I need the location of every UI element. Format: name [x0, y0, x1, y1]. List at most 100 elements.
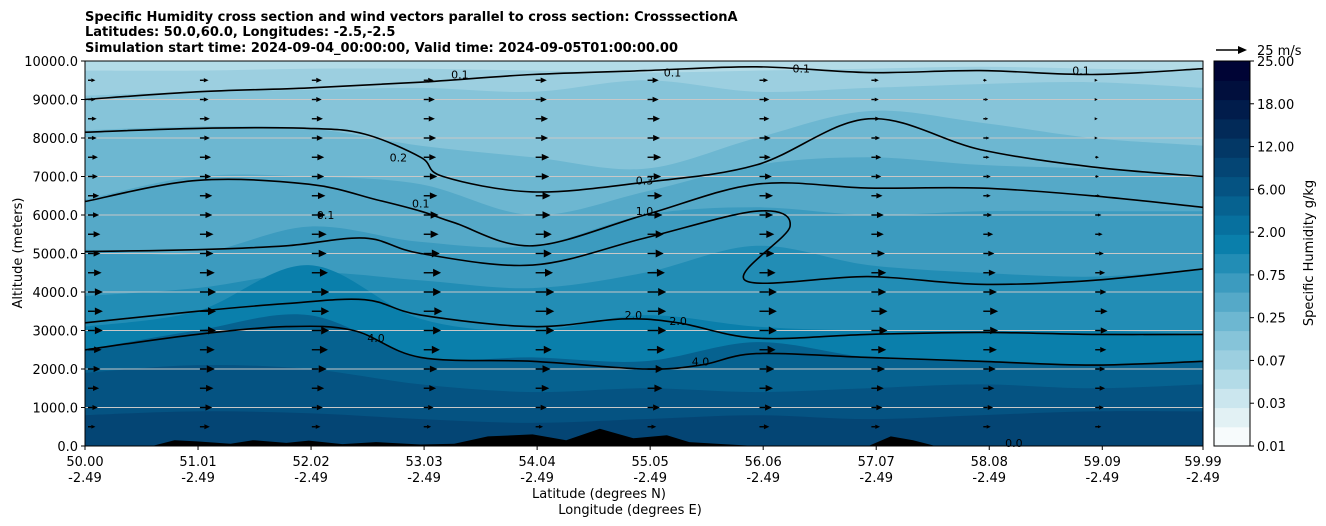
contour-line-5: [85, 325, 1203, 370]
wind-vector: [199, 78, 209, 83]
wind-vector-head: [205, 211, 213, 219]
wind-vector: [199, 404, 213, 411]
wind-vector-head: [654, 211, 663, 219]
wind-vector: [311, 288, 330, 296]
wind-vector: [1095, 366, 1106, 372]
wind-vector: [535, 307, 555, 316]
wind-vector-head: [986, 193, 991, 198]
wind-vector: [759, 116, 770, 122]
wind-vector-head: [879, 307, 888, 316]
wind-vector-head: [428, 77, 434, 83]
wind-vector-head: [94, 346, 102, 354]
wind-vector: [871, 250, 886, 257]
colorbar-swatch: [1214, 176, 1250, 197]
wind-vector: [88, 250, 101, 257]
wind-vector: [423, 365, 438, 373]
wind-vector-head: [92, 405, 98, 410]
wind-vector-head: [1097, 213, 1102, 217]
wind-vector: [1095, 194, 1101, 198]
wind-vector-head: [540, 77, 547, 84]
wind-vector-head: [204, 116, 210, 122]
wind-vector-head: [1094, 98, 1098, 101]
colorbar-tick-label: 6.00: [1257, 183, 1286, 198]
wind-vector: [311, 77, 322, 83]
contour-label-5: 0.1: [412, 197, 430, 210]
wind-vector: [983, 269, 996, 276]
wind-vector-head: [542, 211, 551, 219]
colorbar-tick-label: 18.00: [1257, 98, 1294, 113]
wind-vector-head: [206, 250, 214, 257]
wind-vector: [983, 174, 991, 179]
colorbar-swatch: [1214, 215, 1250, 235]
colorbar: 0.01 0.03 0.07 0.25 0.75 2.00 6.00 12.00 18.00 25…: [1213, 55, 1294, 455]
wind-vector-head: [542, 192, 551, 200]
wind-vector-head: [986, 424, 991, 429]
wind-vector: [1094, 98, 1098, 101]
wind-vector: [983, 346, 997, 354]
wind-vector-head: [317, 192, 326, 200]
terrain: [85, 428, 1203, 446]
wind-vector: [423, 230, 439, 238]
wind-vector: [535, 211, 551, 219]
wind-vector-head: [316, 135, 323, 141]
wind-vector-head: [875, 174, 882, 179]
x-axis-label-line-2: Longitude (degrees E): [558, 503, 702, 518]
wind-vector: [199, 116, 210, 122]
wind-vector-head: [91, 116, 97, 121]
wind-vector: [311, 365, 327, 373]
wind-vector-head: [318, 365, 327, 373]
wind-vector: [647, 230, 664, 239]
contour-label-8: 1.0: [636, 205, 654, 218]
colorbar-tick-label: 0.03: [1257, 397, 1286, 412]
wind-vector-head: [1099, 366, 1106, 372]
wind-vector: [759, 268, 776, 277]
wind-vector: [535, 230, 552, 239]
wind-vector-head: [92, 174, 98, 179]
wind-vector-head: [1095, 155, 1099, 159]
wind-vector: [647, 424, 657, 429]
colorbar-swatch: [1214, 195, 1250, 216]
contour-label-10: 2.0: [625, 309, 643, 322]
colorbar-tick-label: 25.00: [1257, 55, 1294, 70]
wind-vector-head: [985, 98, 989, 101]
wind-vector: [199, 211, 213, 219]
wind-vector-head: [765, 384, 774, 392]
wind-vector-head: [985, 117, 989, 121]
wind-vector: [983, 78, 988, 82]
y-tick-label: 1000.0: [33, 402, 79, 417]
wind-vector: [1094, 117, 1098, 121]
wind-vector: [311, 135, 323, 141]
wind-vector-head: [875, 116, 881, 121]
wind-vector-head: [768, 288, 777, 296]
wind-vector-head: [1094, 136, 1098, 140]
contour-label-0: 0.1: [451, 68, 469, 81]
colorbar-swatch: [1214, 407, 1250, 428]
wind-vector-head: [764, 135, 771, 141]
wind-vector: [1095, 425, 1102, 429]
wind-vector: [423, 307, 443, 316]
colorbar-label: Specific Humidity g/kg: [1302, 180, 1317, 326]
wind-vector: [423, 268, 442, 277]
wind-vector: [759, 365, 775, 373]
wind-vector: [983, 385, 995, 392]
wind-vector: [423, 115, 435, 122]
contour-line-2: [85, 178, 1203, 247]
wind-vector: [1095, 213, 1102, 217]
contour-label-9: 4.0: [367, 332, 385, 345]
colorbar-swatch: [1214, 349, 1250, 370]
y-tick-label: 6000.0: [33, 209, 79, 224]
wind-vector: [871, 404, 883, 411]
wind-vector-head: [319, 268, 328, 277]
wind-vector-head: [431, 345, 440, 354]
wind-vector: [983, 250, 995, 257]
wind-vector: [423, 345, 440, 354]
wind-vector: [759, 424, 770, 430]
wind-vector: [88, 192, 100, 199]
wind-vector-head: [1099, 405, 1104, 410]
wind-vector-head: [653, 134, 660, 142]
x-tick-label-lon: -2.49: [294, 471, 328, 486]
contour-label-4: 0.2: [390, 151, 408, 164]
wind-vector: [1095, 251, 1104, 256]
wind-vector: [88, 174, 98, 179]
wind-vector: [88, 365, 101, 373]
